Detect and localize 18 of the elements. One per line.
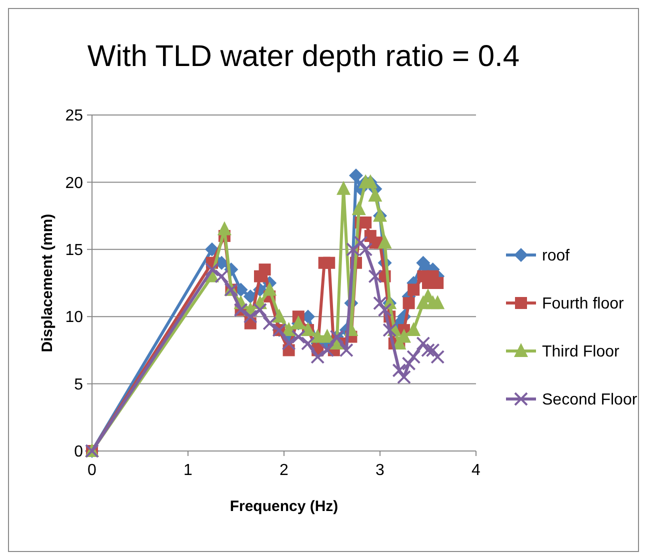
legend-label: roof [542, 248, 570, 265]
x-tick-label: 0 [88, 462, 97, 479]
y-tick-label: 20 [65, 174, 84, 192]
legend-label: Second Floor [542, 392, 638, 409]
y-tick-label: 25 [65, 108, 84, 125]
y-tick-label: 5 [74, 376, 84, 394]
y-tick-label: 15 [65, 242, 84, 259]
y-tick-label: 10 [65, 309, 84, 326]
y-axis-title: Displacement (mm) [39, 214, 56, 352]
y-tick-label: 0 [74, 444, 84, 461]
x-tick-label: 4 [472, 462, 481, 479]
x-axis-title: Frequency (Hz) [230, 498, 338, 515]
x-tick-label: 3 [376, 462, 385, 479]
x-tick-label: 2 [280, 462, 289, 479]
chart-title: With TLD water depth ratio = 0.4 [87, 40, 520, 73]
legend-label: Third Floor [542, 344, 620, 361]
legend-label: Fourth floor [542, 296, 624, 313]
x-tick-label: 1 [184, 462, 193, 479]
